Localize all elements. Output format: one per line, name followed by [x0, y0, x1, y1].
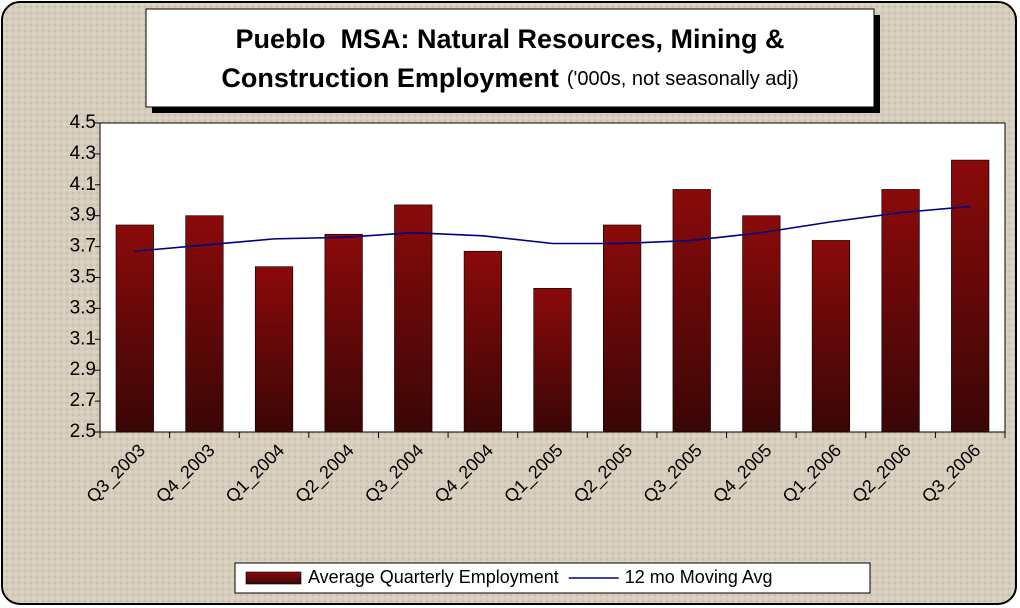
legend-swatch — [245, 571, 302, 585]
y-tick-label: 2.5 — [70, 421, 96, 442]
bar — [603, 224, 642, 433]
bar — [533, 288, 572, 433]
bar — [394, 204, 433, 433]
legend-label: Average Quarterly Employment — [308, 567, 559, 587]
y-tick-label: 3.1 — [70, 328, 96, 349]
y-tick-label: 2.7 — [70, 390, 96, 411]
bar — [951, 159, 990, 433]
bar — [742, 215, 781, 433]
bar — [254, 266, 294, 433]
title-box — [145, 8, 875, 108]
y-tick-label: 3.9 — [70, 205, 96, 226]
y-tick-label: 4.1 — [70, 174, 96, 195]
bar — [811, 240, 851, 433]
bar — [881, 189, 920, 433]
line — [134, 205, 971, 253]
chart-title: Pueblo MSA: Natural Resources, Mining & — [235, 24, 784, 54]
y-tick-label: 3.3 — [70, 297, 96, 318]
chart-title-line: Construction Employment ('000s, not seaso… — [221, 63, 798, 93]
bar — [324, 233, 363, 433]
bar — [185, 215, 224, 433]
y-tick-label: 2.9 — [70, 359, 96, 380]
bar — [115, 224, 154, 433]
y-tick-label: 4.3 — [70, 143, 96, 164]
chart-subtitle: ('000s, not seasonally adj) — [567, 68, 799, 90]
y-tick-label: 4.5 — [70, 112, 96, 133]
y-tick-label: 3.5 — [70, 267, 96, 288]
bar — [672, 189, 711, 433]
chart-title: Construction Employment — [221, 63, 559, 93]
bar — [463, 250, 502, 433]
legend-label: 12 mo Moving Avg — [625, 567, 773, 587]
legend — [234, 562, 871, 594]
y-tick-label: 3.7 — [70, 236, 96, 257]
